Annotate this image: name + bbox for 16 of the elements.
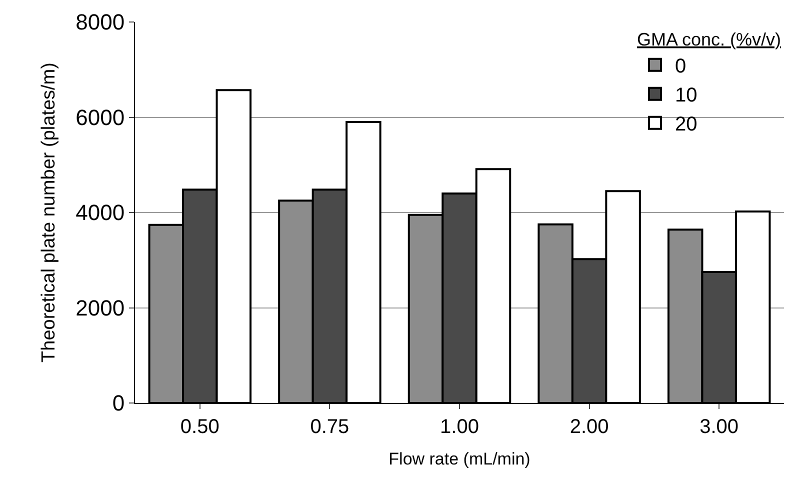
y-tick-label: 2000 <box>76 295 125 320</box>
legend-label: 0 <box>675 56 686 78</box>
y-tick-label: 4000 <box>76 200 125 226</box>
legend-title: GMA conc. (%v/v) <box>637 29 782 50</box>
x-tick-label: 1.00 <box>440 416 479 438</box>
x-tick-label: 0.75 <box>310 416 350 438</box>
y-tick-label: 0 <box>112 390 125 416</box>
legend-label: 20 <box>675 114 698 136</box>
legend-label: 10 <box>675 84 698 107</box>
x-tick-label: 0.50 <box>180 416 220 438</box>
x-axis-title: Flow rate (mL/min) <box>388 449 530 468</box>
x-tick-label: 2.00 <box>570 416 609 438</box>
y-axis-title: Theoretical plate number (plates/m) <box>38 62 60 362</box>
y-tick-label: 8000 <box>76 10 125 35</box>
x-tick-label: 3.00 <box>700 416 739 438</box>
y-tick-label: 6000 <box>76 104 125 130</box>
